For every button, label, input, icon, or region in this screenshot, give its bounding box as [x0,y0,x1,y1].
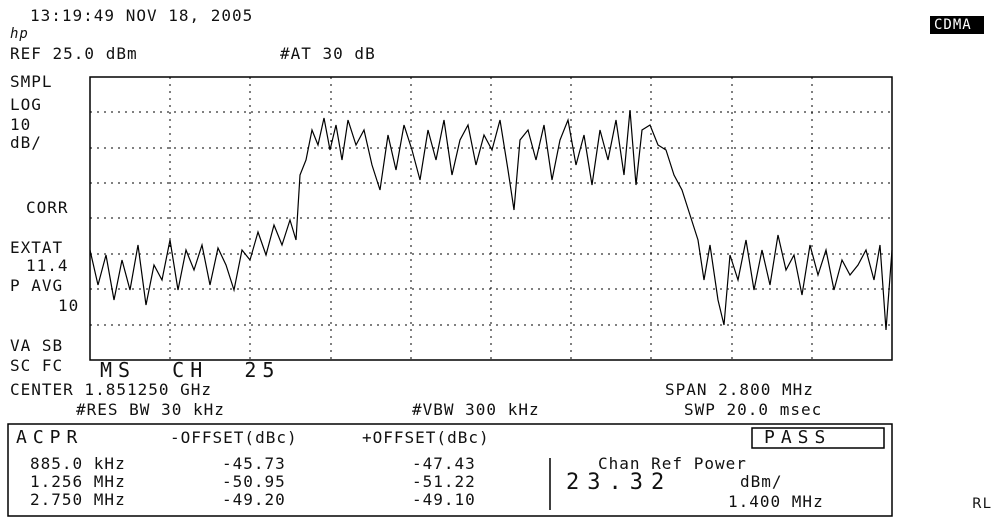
vbw: #VBW 300 kHz [412,400,540,419]
timestamp: 13:19:49 NOV 18, 2005 [30,6,254,25]
attenuation: #AT 30 dB [280,44,376,63]
left-label: 11.4 [26,256,69,275]
mode-badge [930,16,984,34]
neg-value: -45.73 [222,454,286,473]
offset: 885.0 kHz [30,454,126,473]
left-label: EXTAT [10,238,64,257]
logo: hp [10,26,29,42]
left-label: SC FC [10,356,64,375]
left-label: 10 [10,115,32,134]
ref-level: REF 25.0 dBm [10,44,138,63]
sweep: SWP 20.0 msec [684,400,823,419]
offset: 1.256 MHz [30,472,126,491]
neg-value: -50.95 [222,472,286,491]
pos-header: +OFFSET(dBc) [362,428,490,447]
pos-value: -51.22 [412,472,476,491]
power-unit: dBm/ [740,472,783,491]
pass-box [751,427,885,449]
channel: MS CH 25 [100,358,281,382]
left-label: dB/ [10,133,42,152]
graticule [90,77,892,360]
left-label: LOG [10,95,42,114]
power-bandwidth: 1.400 MHz [728,492,824,511]
left-label: 10 [58,296,80,315]
chan-power: 23.32 [566,470,673,495]
left-label: VA SB [10,336,64,355]
span: SPAN 2.800 MHz [665,380,814,399]
rbw: #RES BW 30 kHz [76,400,225,419]
center-freq: CENTER 1.851250 GHz [10,380,213,399]
chan-ref-label: Chan Ref Power [598,454,747,473]
offset: 2.750 MHz [30,490,126,509]
neg-header: -OFFSET(dBc) [170,428,298,447]
pass-status: PASS [764,427,832,448]
left-label: CORR [26,198,69,217]
pos-value: -49.10 [412,490,476,509]
left-label: P AVG [10,276,64,295]
acpr-title: ACPR [16,427,84,448]
mode: CDMA [934,17,972,33]
neg-value: -49.20 [222,490,286,509]
left-label: SMPL [10,72,53,91]
corner-label: RL [972,496,992,512]
acpr-frame [7,423,893,517]
pos-value: -47.43 [412,454,476,473]
trace [89,109,893,331]
